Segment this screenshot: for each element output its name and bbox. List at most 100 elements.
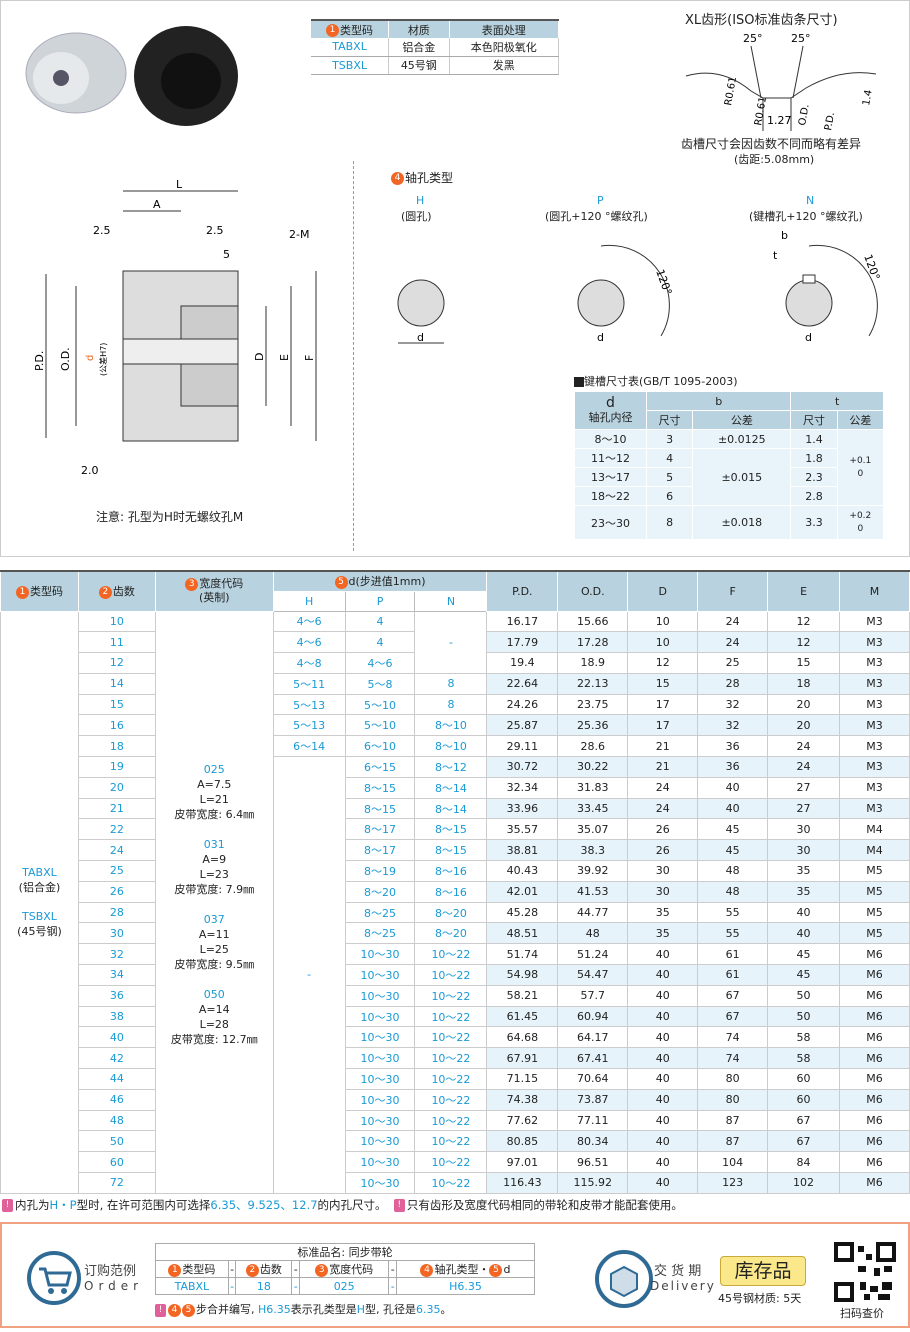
- header-tol: 公差: [836, 410, 885, 430]
- D-cell: 10: [627, 631, 699, 654]
- F-cell: 24: [697, 631, 769, 654]
- od-cell: 35.07: [557, 818, 629, 841]
- D-cell: 40: [627, 964, 699, 986]
- bore-angle: 120°: [861, 253, 882, 282]
- bore-N-cell: 10～22: [414, 964, 488, 986]
- od-cell: 54.47: [557, 964, 629, 986]
- od-cell: 38.3: [557, 839, 629, 862]
- table-row: 72 10～30 10～22 116.43 115.92 40 123 102 M6: [1, 1172, 910, 1194]
- stock-badge: 库存品: [720, 1256, 806, 1286]
- cell: ±0.018: [692, 505, 792, 540]
- dim-5: 5: [223, 248, 230, 261]
- bore-P-cell: 10～30: [344, 1130, 416, 1153]
- width-block: 025 A=7.5 L=21 皮带宽度: 6.4㎜: [156, 762, 273, 822]
- dim-F: F: [303, 355, 316, 361]
- teeth-cell: 72: [77, 1172, 156, 1194]
- F-cell: 55: [697, 922, 769, 945]
- note-text: 6.35、9.525、12.7: [210, 1198, 318, 1212]
- teeth-cell: 28: [77, 901, 156, 924]
- qr-code[interactable]: [834, 1242, 896, 1302]
- bore-H-cell: 4～6: [272, 631, 346, 654]
- F-cell: 74: [697, 1047, 769, 1070]
- F-cell: 48: [697, 880, 769, 903]
- table-row: 44 10～30 10～22 71.15 70.64 40 80 60 M6: [1, 1068, 910, 1090]
- width-label: 1.27: [767, 114, 792, 127]
- pd-cell: 19.4: [486, 652, 559, 674]
- pulley-dimension-drawing: L A 2.5 2.5 5 2-M P.D. O.D. d (公差H7) D E…: [33, 178, 317, 477]
- type-text: TSBXL: [22, 910, 57, 924]
- teeth-cell: 44: [77, 1068, 156, 1090]
- radius-label: R0.61: [753, 96, 769, 127]
- D-cell: 21: [627, 735, 699, 758]
- bore-d: d: [417, 331, 424, 344]
- E-cell: 27: [767, 776, 840, 799]
- table-row: 14 5～11 5～8 8 22.64 22.13 15 28 18 M3: [1, 672, 910, 695]
- dash: -: [291, 1260, 300, 1278]
- pd-cell: 40.43: [486, 860, 559, 882]
- tol: +0.1: [849, 455, 872, 466]
- D-cell: 40: [627, 1151, 699, 1174]
- note-text: 的内孔尺寸。: [317, 1198, 387, 1212]
- bore-title: 4 轴孔类型: [391, 169, 453, 186]
- od-cell: 23.75: [557, 693, 629, 716]
- table-row: 24 8～17 8～15 38.81 38.3 26 45 30 M4: [1, 839, 910, 862]
- M-cell: M3: [839, 735, 910, 758]
- bore-b: b: [781, 231, 788, 242]
- width-line: L=25: [199, 942, 229, 956]
- teeth-cell: 50: [77, 1130, 156, 1153]
- type-text: (45号钢): [17, 925, 62, 939]
- od-cell: 31.83: [557, 776, 629, 799]
- header-tol: 公差: [692, 410, 792, 430]
- width-line: 050: [203, 987, 225, 1001]
- bore-N-cell: 8～15: [414, 839, 488, 862]
- t: 型, 孔径是: [365, 1303, 417, 1316]
- pd-cell: 33.96: [486, 797, 559, 820]
- F-cell: 80: [697, 1068, 769, 1090]
- od-cell: 44.77: [557, 901, 629, 924]
- header-M: M: [839, 570, 910, 612]
- bore-N-cell: 8: [414, 693, 488, 716]
- pd-cell: 64.68: [486, 1026, 559, 1049]
- M-cell: M3: [839, 652, 910, 674]
- bore-P-cell: 8～25: [344, 901, 416, 924]
- table-row: 36 10～30 10～22 58.21 57.7 40 67 50 M6: [1, 984, 910, 1007]
- cell: 8: [645, 505, 694, 540]
- table-row: 30 8～25 8～20 48.51 48 35 55 40 M5: [1, 922, 910, 945]
- width-line: L=28: [199, 1017, 229, 1031]
- product-drawing-section: 1 类型码 材质 表面处理 TABXL 铝合金 本色阳极氧化 TSBXL 45号钢 发黑 XL…: [0, 0, 910, 557]
- M-cell: M6: [839, 1068, 910, 1090]
- F-cell: 32: [697, 693, 769, 716]
- teeth-cell: 48: [77, 1109, 156, 1132]
- teeth-cell: 22: [77, 818, 156, 841]
- table-row: 42 10～30 10～22 67.91 67.41 40 74 58 M6: [1, 1047, 910, 1070]
- table-row: 38 10～30 10～22 61.45 60.94 40 67 50 M6: [1, 1005, 910, 1028]
- cell: 4: [645, 448, 694, 468]
- table-row: TABXL (铝合金) TSBXL (45号钢) 10 025 A=7.5 L=21 皮带宽度:…: [0, 610, 910, 1194]
- note-text: 只有齿形及宽度代码相同的带轮和皮带才能配套使用。: [406, 1198, 683, 1212]
- table-row: 60 10～30 10～22 97.01 96.51 40 104 84 M6: [1, 1151, 910, 1174]
- header-P: P: [344, 590, 416, 612]
- D-cell: 26: [627, 818, 699, 841]
- bore-P-cell: 10～30: [344, 1151, 416, 1174]
- cart-icon: [27, 1251, 81, 1305]
- bore-H-cell: 4～8: [272, 652, 346, 674]
- pd-cell: 35.57: [486, 818, 559, 841]
- header-size: 尺寸: [645, 410, 694, 430]
- table-row: 40 10～30 10～22 64.68 64.17 40 74 58 M6: [1, 1026, 910, 1049]
- M-cell: M6: [839, 1026, 910, 1049]
- od-cell: 73.87: [557, 1088, 629, 1111]
- pd-label: P.D.: [823, 111, 837, 131]
- cell: 铝合金: [388, 38, 450, 57]
- M-cell: M5: [839, 880, 910, 903]
- M-cell: M6: [839, 984, 910, 1007]
- cell: 6: [645, 486, 694, 506]
- E-cell: 67: [767, 1109, 840, 1132]
- E-cell: 58: [767, 1026, 840, 1049]
- header-D: D: [627, 570, 699, 612]
- D-cell: 17: [627, 693, 699, 716]
- tooth-note: 齿槽尺寸会因齿数不同而略有差异: [681, 137, 862, 151]
- header-material: 材质: [388, 19, 450, 38]
- table-row: 19-6～15 8～12 30.72 30.22 21 36 24 M3: [1, 756, 910, 1194]
- order-h: 轴孔类型・: [434, 1263, 490, 1276]
- bore-N-cell: 8: [414, 672, 488, 695]
